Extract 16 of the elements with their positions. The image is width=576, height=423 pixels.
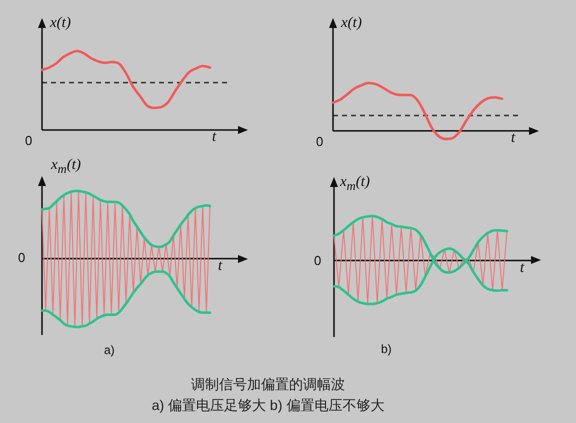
y-axis-title: x$_{m}$(t) [51, 157, 81, 178]
y-axis-title: x(t) [341, 15, 362, 32]
text: 0 [18, 250, 26, 265]
x-axis-title: t [218, 258, 222, 275]
text: b) [381, 342, 392, 357]
y-axis-title: x$_{m}$(t) [340, 174, 370, 195]
x-axis-title: t [212, 129, 216, 146]
x-axis-title: t [511, 130, 516, 147]
text: 0 [316, 134, 324, 149]
text: a) [104, 343, 115, 358]
text: a) 偏置电压足够大 b) 偏置电压不够大 [152, 397, 384, 413]
x-axis-title: t [520, 260, 524, 277]
text: 0 [25, 133, 32, 148]
y-axis-title: x(t) [50, 15, 71, 32]
text: 调制信号加偏置的调幅波 [191, 376, 345, 392]
text: 0 [314, 253, 322, 268]
